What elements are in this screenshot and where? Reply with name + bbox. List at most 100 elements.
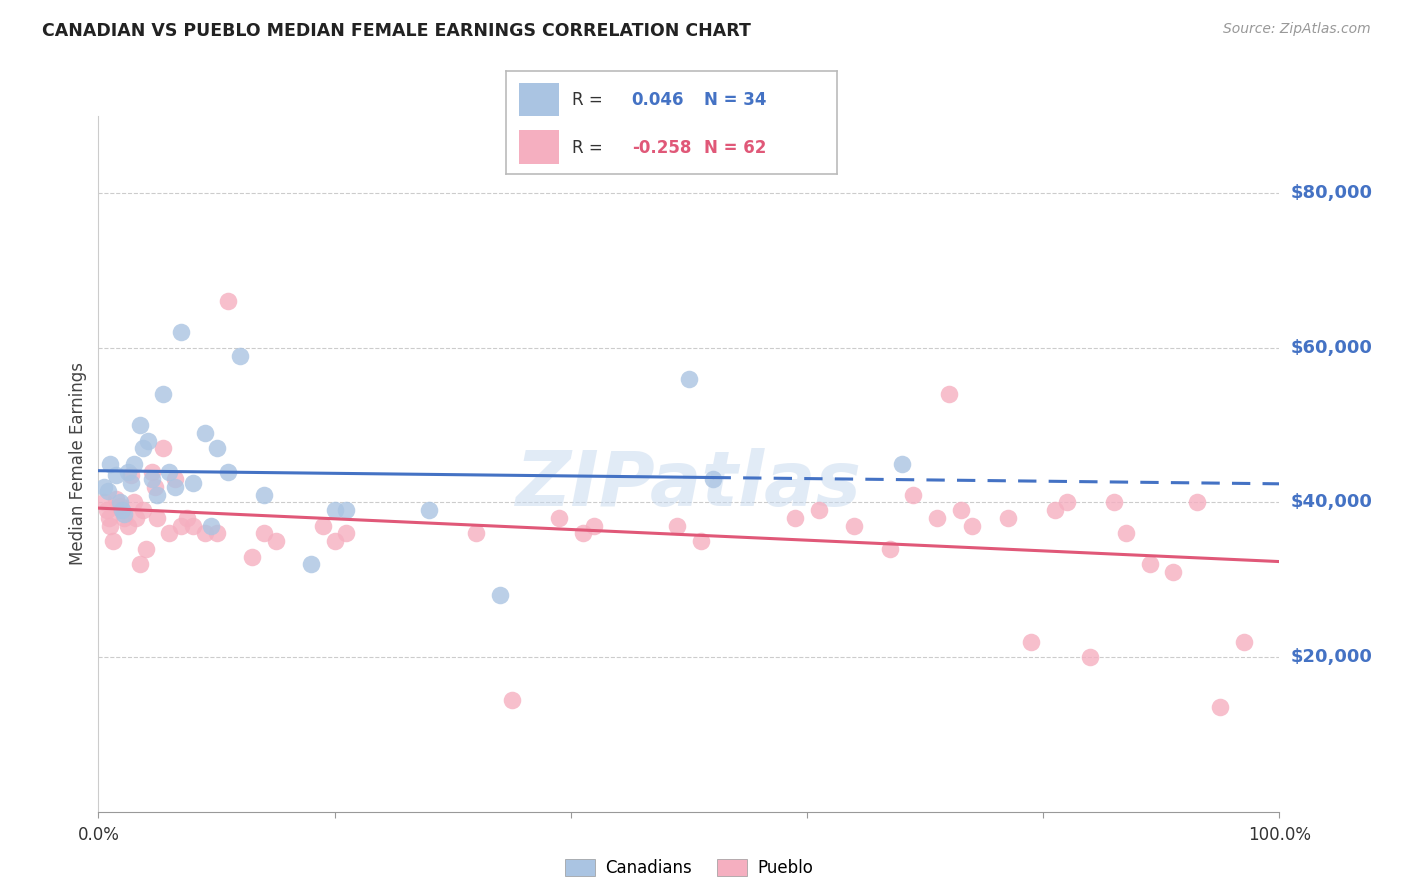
Point bbox=[194, 425, 217, 440]
Point bbox=[170, 518, 193, 533]
Text: -0.258: -0.258 bbox=[631, 139, 692, 157]
Point bbox=[240, 549, 263, 564]
Point bbox=[136, 434, 159, 448]
Point bbox=[93, 495, 115, 509]
Point bbox=[157, 465, 180, 479]
Point bbox=[1056, 495, 1078, 509]
Point bbox=[108, 500, 131, 514]
Point bbox=[132, 442, 155, 456]
Text: R =: R = bbox=[572, 91, 609, 109]
Point bbox=[323, 503, 346, 517]
Point bbox=[200, 518, 222, 533]
Point bbox=[702, 472, 724, 486]
Text: ZIPatlas: ZIPatlas bbox=[516, 448, 862, 522]
Point bbox=[181, 518, 204, 533]
Point bbox=[689, 534, 711, 549]
Point bbox=[1043, 503, 1066, 517]
Point bbox=[879, 541, 901, 556]
Point bbox=[997, 511, 1019, 525]
Point bbox=[141, 472, 163, 486]
Point bbox=[194, 526, 217, 541]
Point bbox=[93, 480, 115, 494]
Point bbox=[807, 503, 830, 517]
Point bbox=[117, 518, 139, 533]
Point bbox=[122, 495, 145, 509]
Point bbox=[925, 511, 948, 525]
Point bbox=[264, 534, 287, 549]
Point bbox=[1080, 650, 1102, 665]
Text: R =: R = bbox=[572, 139, 609, 157]
Y-axis label: Median Female Earnings: Median Female Earnings bbox=[69, 362, 87, 566]
Point bbox=[105, 468, 128, 483]
Text: $20,000: $20,000 bbox=[1291, 648, 1372, 666]
Point bbox=[1021, 634, 1043, 648]
Point bbox=[666, 518, 689, 533]
Point bbox=[785, 511, 807, 525]
Point bbox=[299, 558, 322, 572]
Legend: Canadians, Pueblo: Canadians, Pueblo bbox=[558, 852, 820, 883]
Point bbox=[98, 457, 121, 471]
Point bbox=[217, 294, 239, 309]
Point bbox=[1233, 634, 1256, 648]
Point bbox=[96, 503, 118, 517]
Point bbox=[181, 476, 204, 491]
Point bbox=[938, 387, 960, 401]
Point bbox=[501, 692, 523, 706]
Point bbox=[205, 526, 228, 541]
Point bbox=[335, 526, 357, 541]
Point bbox=[1139, 558, 1161, 572]
Point bbox=[205, 442, 228, 456]
Point bbox=[335, 503, 357, 517]
Text: $80,000: $80,000 bbox=[1291, 185, 1372, 202]
Point bbox=[176, 511, 198, 525]
Text: $40,000: $40,000 bbox=[1291, 493, 1372, 511]
Point bbox=[678, 372, 700, 386]
Point bbox=[105, 491, 128, 506]
Point bbox=[111, 503, 134, 517]
Point bbox=[170, 326, 193, 340]
Bar bbox=[519, 130, 560, 163]
Point bbox=[844, 518, 866, 533]
Point bbox=[890, 457, 912, 471]
Point bbox=[141, 465, 163, 479]
Point bbox=[949, 503, 972, 517]
Point bbox=[146, 511, 169, 525]
Text: 0.046: 0.046 bbox=[631, 91, 685, 109]
Point bbox=[962, 518, 984, 533]
Point bbox=[217, 465, 239, 479]
Point bbox=[418, 503, 440, 517]
Point bbox=[903, 488, 925, 502]
Point bbox=[465, 526, 488, 541]
Text: Source: ZipAtlas.com: Source: ZipAtlas.com bbox=[1223, 22, 1371, 37]
Point bbox=[152, 442, 174, 456]
Point bbox=[108, 495, 131, 509]
Point bbox=[489, 588, 512, 602]
Bar bbox=[519, 83, 560, 117]
Point bbox=[111, 503, 134, 517]
Point bbox=[122, 457, 145, 471]
Point bbox=[121, 468, 143, 483]
Point bbox=[143, 480, 166, 494]
Point bbox=[117, 465, 139, 479]
Point bbox=[548, 511, 571, 525]
Point bbox=[1102, 495, 1125, 509]
Point bbox=[165, 480, 187, 494]
Point bbox=[229, 349, 252, 363]
Point bbox=[128, 558, 150, 572]
Text: CANADIAN VS PUEBLO MEDIAN FEMALE EARNINGS CORRELATION CHART: CANADIAN VS PUEBLO MEDIAN FEMALE EARNING… bbox=[42, 22, 751, 40]
Point bbox=[1185, 495, 1208, 509]
Point bbox=[312, 518, 335, 533]
Point bbox=[157, 526, 180, 541]
Point bbox=[152, 387, 174, 401]
Point bbox=[583, 518, 606, 533]
Point bbox=[101, 534, 124, 549]
Point bbox=[97, 483, 120, 498]
Point bbox=[98, 518, 121, 533]
Point bbox=[125, 511, 148, 525]
Point bbox=[1161, 565, 1184, 579]
Point bbox=[128, 418, 150, 433]
Point bbox=[112, 511, 135, 525]
Point bbox=[253, 526, 276, 541]
Point bbox=[146, 488, 169, 502]
Point bbox=[571, 526, 593, 541]
